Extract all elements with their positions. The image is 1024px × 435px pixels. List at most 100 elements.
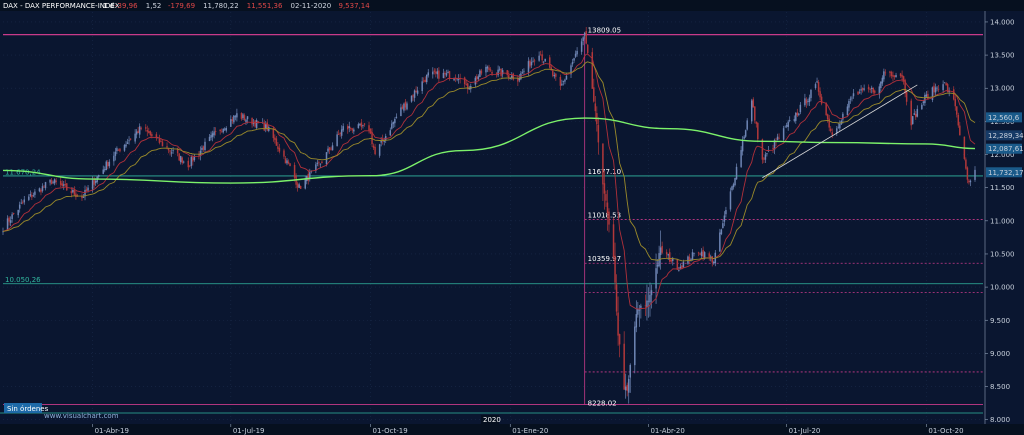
- candle-body: [394, 119, 396, 124]
- candle-body: [570, 65, 572, 75]
- candle-body: [959, 125, 961, 136]
- candle-body: [576, 50, 578, 55]
- candle-body: [626, 384, 628, 391]
- header-stat-1: 1,52: [146, 2, 162, 10]
- candle-body: [319, 163, 322, 165]
- candle-body: [372, 145, 375, 148]
- candle-body: [860, 89, 862, 91]
- ema-fast-line: [2, 53, 976, 310]
- candle-body: [424, 79, 426, 83]
- candle-body: [245, 119, 247, 123]
- candle-body: [170, 152, 173, 154]
- candle-body: [190, 157, 193, 166]
- candle-body: [946, 84, 949, 93]
- candle-body: [374, 146, 376, 155]
- candle-body: [650, 290, 653, 296]
- candle-body: [638, 309, 641, 311]
- candle-body: [339, 133, 341, 134]
- candle-body: [272, 128, 275, 139]
- candle-body: [138, 126, 141, 135]
- candle-body: [179, 156, 182, 163]
- candle-body: [199, 150, 202, 157]
- candle-body: [668, 252, 671, 262]
- candle-body: [713, 261, 715, 264]
- candle-body: [805, 99, 808, 104]
- candle-body: [368, 125, 370, 131]
- candle-body: [137, 130, 139, 134]
- candle-body: [18, 204, 21, 209]
- candle-body: [512, 73, 515, 80]
- candle-body: [867, 86, 870, 90]
- candle-body: [491, 71, 493, 74]
- candle-body: [362, 125, 364, 126]
- candle-body: [383, 140, 385, 142]
- candle-body: [34, 191, 36, 195]
- candle-body: [729, 191, 732, 210]
- x-tick-label-3: 01-Ene-20: [512, 427, 548, 435]
- candle-body: [750, 100, 753, 122]
- candle-body: [135, 131, 138, 135]
- candle-body: [263, 122, 265, 131]
- candle-body: [934, 87, 937, 93]
- candle-body: [582, 37, 584, 41]
- candle-body: [55, 180, 57, 183]
- candle-body: [740, 150, 742, 167]
- candle-body: [746, 120, 748, 130]
- candle-body: [52, 181, 54, 183]
- candle-body: [41, 186, 44, 191]
- candle-body: [681, 265, 683, 269]
- candle-body: [6, 218, 9, 230]
- annotations: [0, 84, 983, 414]
- candle-body: [851, 97, 853, 99]
- price-tag-0: [986, 112, 1022, 123]
- moving-averages: [2, 53, 976, 310]
- candle-body: [644, 305, 647, 307]
- candle-body: [667, 254, 669, 256]
- candle-body: [527, 61, 530, 73]
- header-symbol[interactable]: DAX - DAX PERFORMANCE-INDEX: [3, 2, 120, 10]
- candle-body: [755, 121, 758, 124]
- x-tick-label-5: 01-Jul-20: [789, 427, 821, 435]
- candle-body: [665, 252, 668, 255]
- candle-body: [40, 189, 42, 193]
- candle-body: [593, 87, 595, 102]
- candle-body: [202, 146, 205, 150]
- candle-body: [222, 128, 224, 133]
- candle-body: [198, 154, 200, 156]
- candle-body: [925, 94, 928, 97]
- candle-body: [656, 264, 659, 267]
- candle-body: [732, 184, 735, 188]
- candle-body: [784, 126, 786, 128]
- candle-body: [574, 53, 577, 57]
- candle-body: [785, 125, 788, 127]
- candle-body: [974, 169, 976, 180]
- candle-body: [213, 131, 215, 136]
- candle-body: [255, 120, 258, 128]
- candle-body: [479, 70, 481, 77]
- candle-body: [167, 148, 170, 151]
- candle-body: [731, 186, 733, 191]
- candle-body: [75, 193, 77, 198]
- candle-body: [848, 100, 850, 108]
- candle-body: [501, 70, 504, 75]
- candle-body: [401, 106, 404, 109]
- orders-badge[interactable]: [4, 403, 42, 413]
- candle-body: [931, 87, 934, 100]
- candle-body: [506, 70, 508, 75]
- candle-body: [603, 183, 606, 194]
- candle-body: [43, 186, 45, 188]
- header-stat-0: -39,96: [115, 2, 138, 10]
- candle-body: [32, 195, 35, 197]
- candle-body: [70, 191, 73, 194]
- candle-body: [956, 106, 958, 115]
- candle-body: [624, 386, 627, 391]
- candle-body: [181, 157, 183, 164]
- candle-body: [444, 72, 446, 75]
- time-axis-ticks: 01-Abr-19 01-Jul-19 01-Oct-19 01-Ene-20 01-A…: [92, 424, 964, 435]
- candle-body: [87, 187, 89, 191]
- candle-body: [773, 140, 776, 150]
- candle-body: [497, 69, 499, 76]
- candle-body: [863, 88, 865, 90]
- candle-body: [81, 195, 83, 199]
- candle-body: [466, 83, 469, 90]
